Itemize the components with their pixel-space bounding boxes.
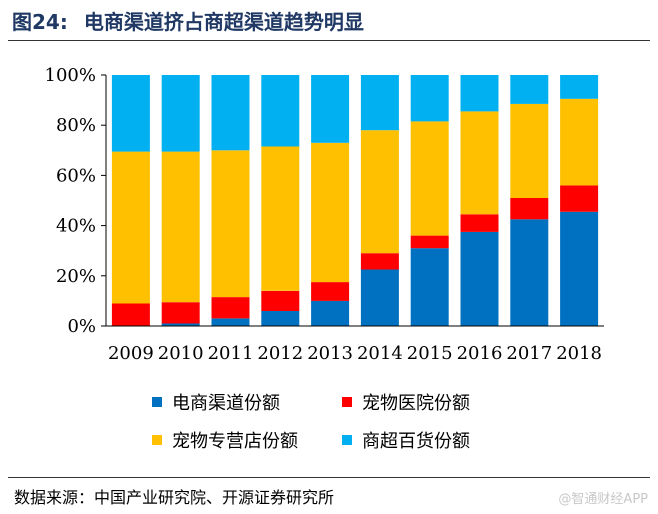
y-tick-label: 0% bbox=[67, 316, 96, 337]
bar-2016-series-1 bbox=[460, 214, 499, 232]
bar-2014-series-1 bbox=[360, 253, 399, 270]
bar-2010-series-2 bbox=[161, 151, 200, 303]
legend-label-supermarket: 商超百货份额 bbox=[362, 431, 470, 452]
bar-2015-series-3 bbox=[410, 75, 449, 122]
y-tick-label: 80% bbox=[56, 115, 96, 136]
x-tick-label: 2009 bbox=[108, 343, 154, 364]
bar-2014-series-2 bbox=[360, 130, 399, 254]
y-tick-label: 20% bbox=[56, 266, 96, 287]
y-tick-label: 60% bbox=[56, 165, 96, 186]
bar-2018-series-2 bbox=[560, 98, 599, 186]
bar-2018-series-3 bbox=[560, 75, 599, 99]
x-tick-label: 2012 bbox=[257, 343, 303, 364]
bar-2015-series-2 bbox=[410, 121, 449, 236]
source-divider bbox=[8, 477, 650, 478]
legend-label-pet-hospital: 宠物医院份额 bbox=[362, 393, 470, 414]
bar-2010-series-0 bbox=[161, 323, 200, 326]
bar-2011-series-3 bbox=[211, 75, 250, 151]
bar-2017-series-1 bbox=[510, 198, 549, 220]
legend-label-pet-store: 宠物专营店份额 bbox=[172, 431, 298, 452]
stacked-bar-chart: 2009 2010 2011 2012 2013 2014 2015 2016 2017 2018… bbox=[45, 65, 604, 364]
legend-swatch-pet-store bbox=[152, 435, 162, 445]
watermark: @智通财经APP bbox=[558, 492, 648, 507]
x-tick-label: 2015 bbox=[407, 343, 453, 364]
bar-2009-series-1 bbox=[111, 303, 150, 326]
bar-2014-series-3 bbox=[360, 75, 399, 131]
y-tick-label: 40% bbox=[56, 216, 96, 237]
bar-2010-series-3 bbox=[161, 75, 200, 152]
bar-2013-series-0 bbox=[311, 300, 350, 326]
source-note: 数据来源：中国产业研究院、开源证券研究所 bbox=[14, 488, 335, 507]
bar-2012-series-0 bbox=[261, 310, 300, 326]
bar-2011-series-2 bbox=[211, 150, 250, 298]
bar-2013-series-3 bbox=[311, 75, 350, 143]
x-tick-label: 2016 bbox=[457, 343, 503, 364]
x-tick-label: 2010 bbox=[158, 343, 204, 364]
bar-2012-series-2 bbox=[261, 146, 300, 291]
bar-2017-series-2 bbox=[510, 103, 549, 198]
bar-2012-series-1 bbox=[261, 290, 300, 311]
bar-2015-series-1 bbox=[410, 235, 449, 249]
x-tick-label: 2017 bbox=[506, 343, 552, 364]
x-tick-label: 2011 bbox=[208, 343, 254, 364]
legend-item-supermarket: 商超百货份额 bbox=[342, 427, 470, 453]
figure-title-text: 电商渠道挤占商超渠道趋势明显 bbox=[83, 10, 364, 34]
bar-2018-series-1 bbox=[560, 185, 599, 212]
legend-item-pet-hospital: 宠物医院份额 bbox=[342, 389, 470, 415]
legend-swatch-pet-hospital bbox=[342, 397, 352, 407]
figure-title: 图24: 电商渠道挤占商超渠道趋势明显 bbox=[12, 6, 364, 35]
bar-2013-series-1 bbox=[311, 282, 350, 301]
legend-label-ecommerce: 电商渠道份额 bbox=[172, 393, 280, 414]
x-tick-label: 2013 bbox=[307, 343, 353, 364]
bar-2016-series-0 bbox=[460, 231, 499, 326]
legend-swatch-ecommerce bbox=[152, 397, 162, 407]
bar-2011-series-1 bbox=[211, 297, 250, 319]
bar-2016-series-2 bbox=[460, 111, 499, 215]
bar-2018-series-0 bbox=[560, 211, 599, 326]
x-tick-label: 2018 bbox=[556, 343, 602, 364]
x-tick-label: 2014 bbox=[357, 343, 403, 364]
bar-2013-series-2 bbox=[311, 142, 350, 283]
legend-swatch-supermarket bbox=[342, 435, 352, 445]
bar-2009-series-3 bbox=[111, 75, 150, 152]
bar-2011-series-0 bbox=[211, 318, 250, 326]
bar-2015-series-0 bbox=[410, 248, 449, 326]
bar-2009-series-2 bbox=[111, 151, 150, 304]
bar-2012-series-3 bbox=[261, 75, 300, 147]
legend-item-ecommerce: 电商渠道份额 bbox=[152, 389, 280, 415]
bar-2014-series-0 bbox=[360, 269, 399, 326]
title-divider bbox=[8, 40, 650, 41]
bar-2010-series-1 bbox=[161, 302, 200, 324]
bar-2016-series-3 bbox=[460, 75, 499, 112]
bar-2017-series-0 bbox=[510, 219, 549, 326]
figure-number: 图24: bbox=[12, 10, 68, 34]
bar-2017-series-3 bbox=[510, 75, 549, 104]
y-tick-label: 100% bbox=[45, 65, 96, 86]
legend-item-pet-store: 宠物专营店份额 bbox=[152, 427, 298, 453]
